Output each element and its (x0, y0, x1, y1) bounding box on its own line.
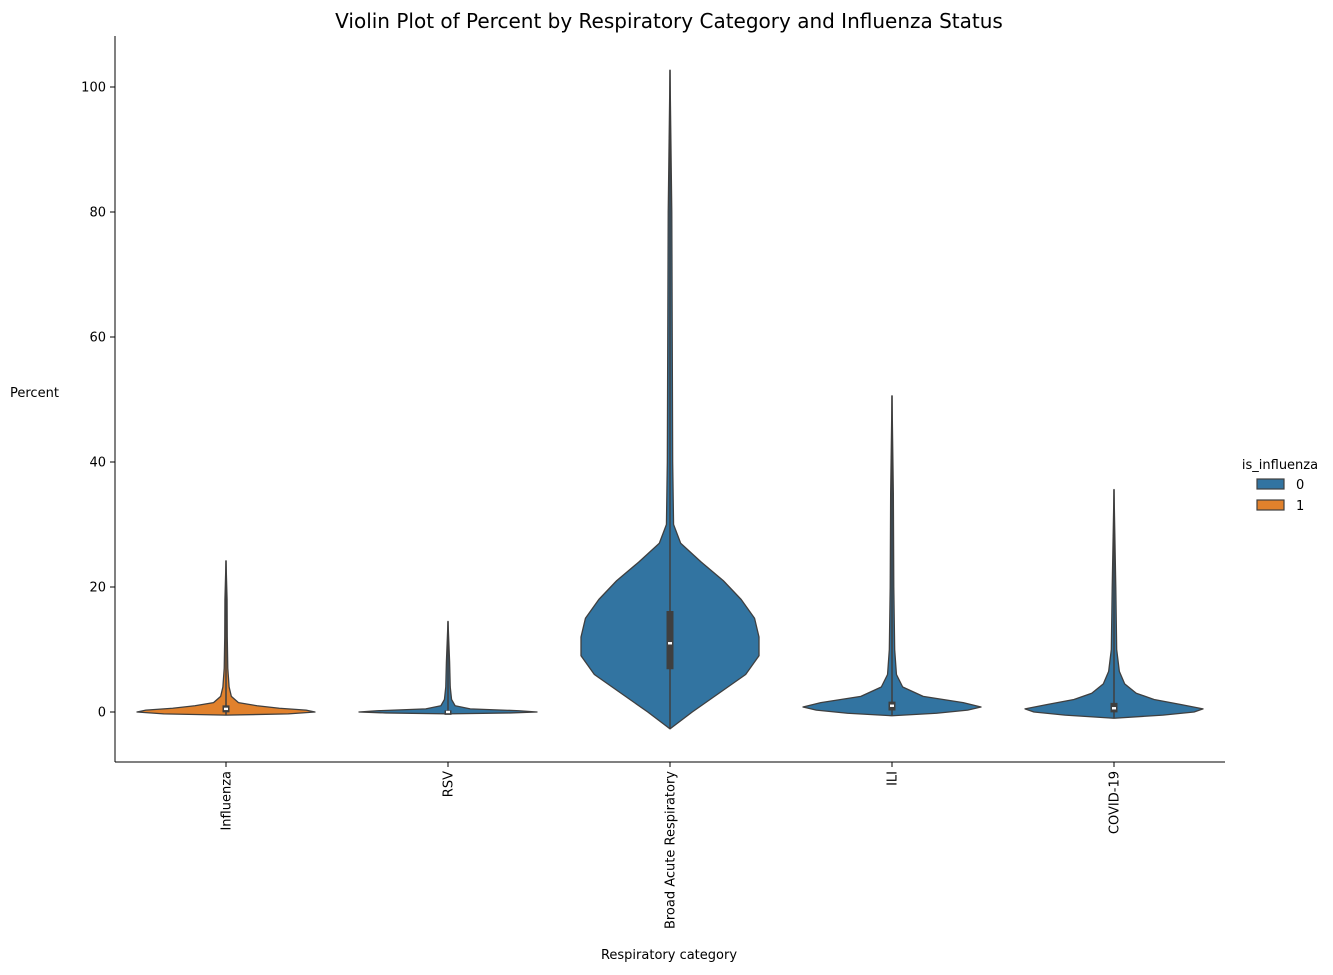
x-tick-label: Influenza (220, 771, 235, 831)
x-tick-label: Broad Acute Respiratory (664, 771, 679, 929)
axes: 0 20 40 60 80 100 Influenza RSV Broad Acute Resp… (81, 36, 1225, 929)
violin-median (446, 710, 450, 714)
y-tick-label: 20 (89, 581, 106, 596)
violin-median (668, 642, 672, 645)
legend-swatch (1256, 478, 1285, 490)
violin (358, 620, 538, 715)
legend: is_influenza 0 1 (1242, 458, 1318, 514)
violin (136, 560, 316, 716)
violin-median (224, 707, 228, 711)
y-tick-label: 0 (98, 706, 106, 721)
x-tick-label: ILI (886, 771, 901, 786)
violin-median (890, 704, 894, 707)
violin (580, 69, 760, 730)
violin-iqr-box (666, 611, 674, 670)
violin (802, 395, 982, 717)
legend-swatch (1256, 499, 1285, 511)
legend-label: 0 (1296, 478, 1304, 493)
violin (1024, 488, 1204, 719)
x-tick-label: COVID-19 (1108, 771, 1123, 834)
x-axis-label: Respiratory category (601, 948, 737, 963)
y-tick-label: 80 (89, 206, 106, 221)
legend-label: 1 (1296, 499, 1304, 514)
legend-title: is_influenza (1242, 458, 1318, 473)
violin-median (1112, 707, 1116, 710)
x-tick-label: RSV (442, 771, 457, 797)
y-axis-label: Percent (10, 386, 59, 401)
y-tick-label: 100 (81, 81, 106, 96)
violin-group (136, 69, 1204, 730)
y-tick-label: 40 (89, 456, 106, 471)
chart-title: Violin Plot of Percent by Respiratory Ca… (335, 9, 1003, 33)
y-tick-label: 60 (89, 331, 106, 346)
